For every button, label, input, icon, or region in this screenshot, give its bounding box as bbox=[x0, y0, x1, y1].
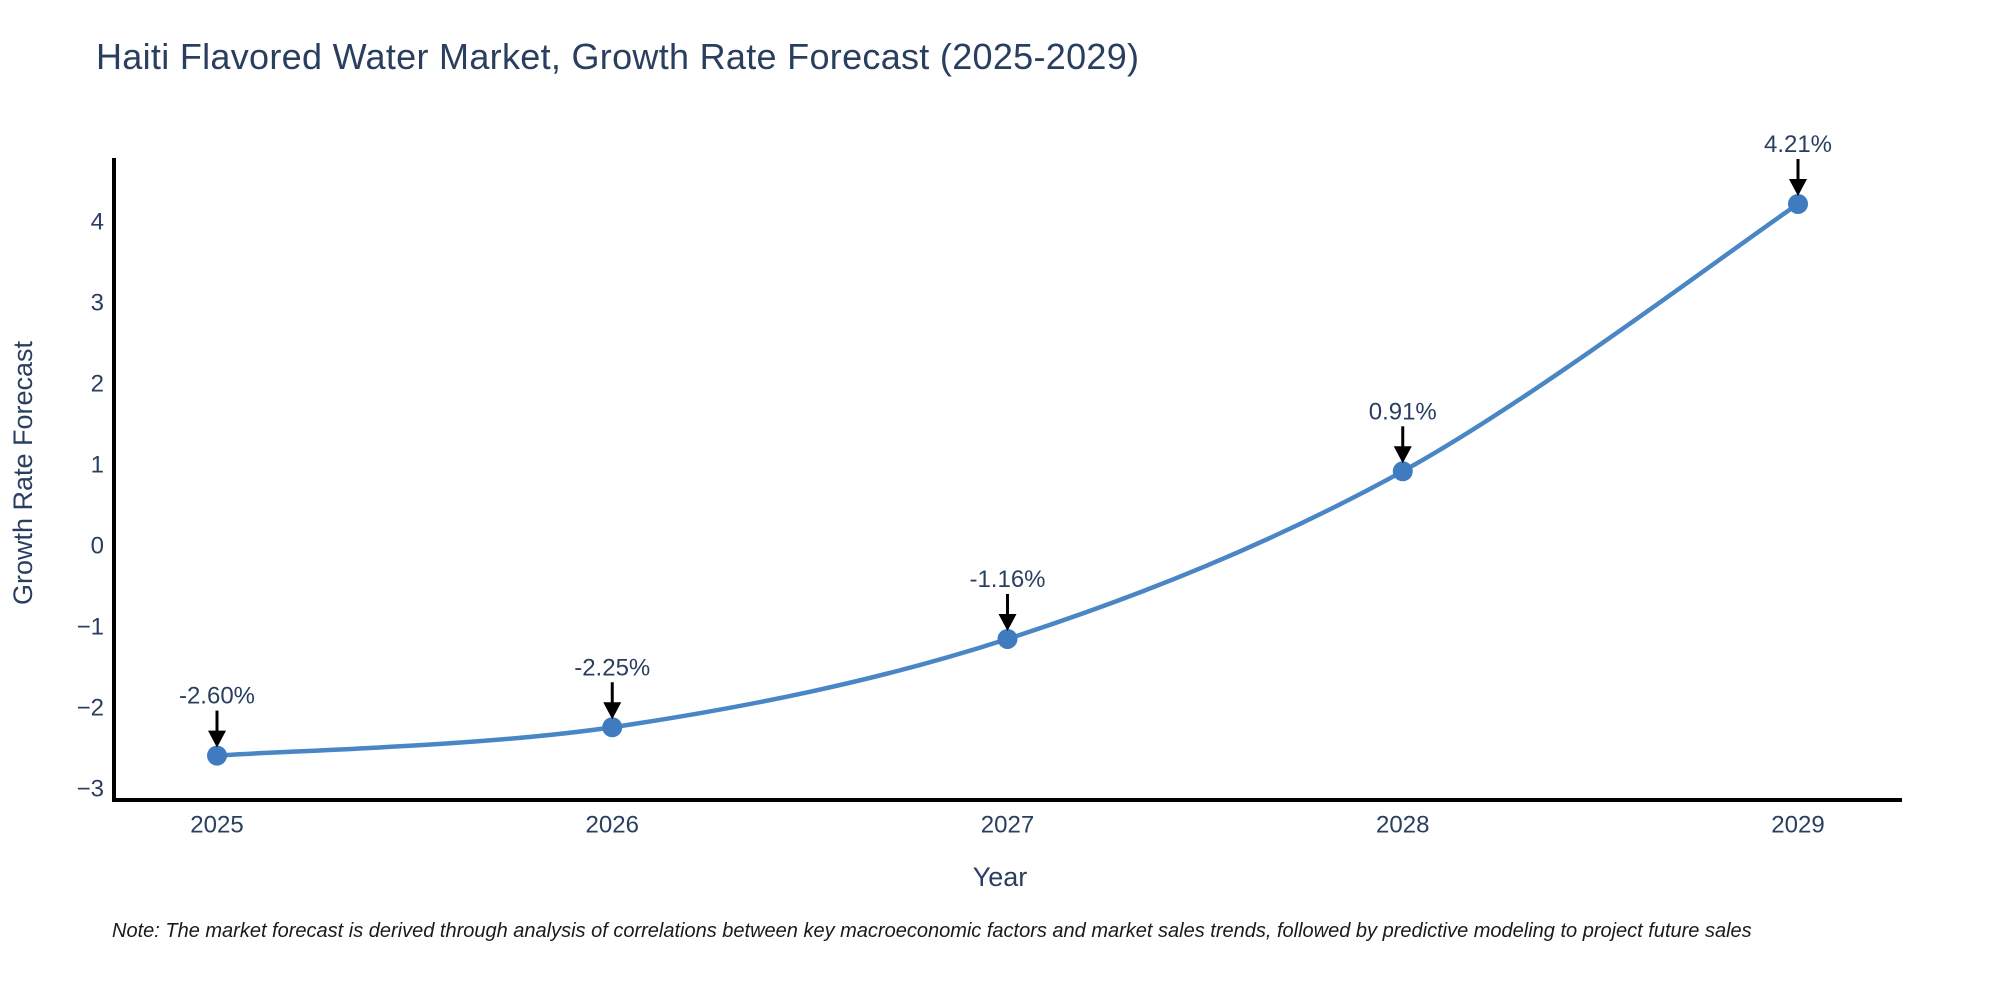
annotation-arrowhead bbox=[1789, 178, 1807, 196]
point-annotations: -2.60% -2.25% -1.16% 0.91% 4.21% bbox=[179, 131, 1832, 748]
annotation-arrowhead bbox=[998, 613, 1017, 631]
y-tick-label: −2 bbox=[77, 694, 104, 721]
forecast-line bbox=[214, 201, 1801, 758]
annotation-arrowhead bbox=[1393, 446, 1412, 464]
x-tick-labels: 2025 2026 2027 2028 2029 bbox=[190, 811, 1824, 838]
chart-title: Haiti Flavored Water Market, Growth Rate… bbox=[96, 36, 1140, 77]
point-value-label: -1.16% bbox=[969, 566, 1045, 593]
data-point-2026 bbox=[602, 717, 623, 738]
data-series bbox=[207, 193, 1808, 766]
axes bbox=[112, 158, 1902, 802]
y-tick-label: −1 bbox=[77, 613, 104, 640]
x-axis-title: Year bbox=[973, 862, 1028, 892]
data-point-2025 bbox=[207, 745, 227, 766]
point-value-label: 0.91% bbox=[1369, 398, 1437, 425]
y-tick-label: 2 bbox=[91, 370, 104, 397]
x-tick-label: 2028 bbox=[1376, 811, 1429, 838]
y-tick-labels: 4 3 2 1 0 −1 −2 −3 bbox=[77, 208, 104, 802]
y-tick-label: −3 bbox=[77, 775, 104, 802]
y-tick-label: 0 bbox=[91, 532, 104, 559]
x-tick-label: 2027 bbox=[981, 811, 1034, 838]
x-tick-label: 2029 bbox=[1771, 811, 1824, 838]
annotation-arrowhead bbox=[603, 702, 622, 720]
y-tick-label: 4 bbox=[91, 208, 104, 235]
y-tick-label: 1 bbox=[91, 451, 104, 478]
annotation-arrowhead bbox=[208, 730, 226, 748]
footnote: Note: The market forecast is derived thr… bbox=[112, 920, 1752, 942]
point-value-label: -2.25% bbox=[574, 654, 650, 681]
data-point-2029 bbox=[1788, 193, 1808, 214]
y-axis-title: Growth Rate Forecast bbox=[8, 340, 38, 605]
x-tick-label: 2025 bbox=[190, 811, 243, 838]
x-tick-label: 2026 bbox=[586, 811, 639, 838]
y-tick-label: 3 bbox=[91, 289, 104, 316]
point-value-label: 4.21% bbox=[1764, 131, 1832, 158]
data-point-2028 bbox=[1392, 461, 1413, 482]
data-point-2027 bbox=[997, 628, 1018, 649]
point-value-label: -2.60% bbox=[179, 683, 255, 710]
